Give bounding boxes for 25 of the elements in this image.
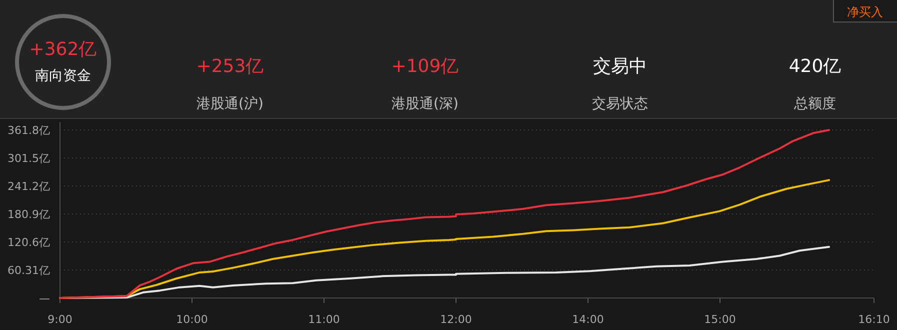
x-tick-label: 14:00 [572, 313, 604, 326]
text: 净买入 [847, 5, 883, 19]
y-tick-label: 301.5亿 [8, 152, 50, 165]
text: 港股通(沪) [196, 96, 264, 112]
text: 交易中 [593, 56, 647, 77]
x-tick-label: 11:00 [308, 313, 340, 326]
y-tick-label: — [39, 292, 50, 305]
y-tick-label: 361.8亿 [8, 124, 50, 137]
text: +109亿 [391, 56, 459, 77]
x-tick-label: 16:10 [858, 313, 890, 326]
x-tick-label: 15:00 [704, 313, 736, 326]
text: 交易状态 [592, 96, 648, 112]
text: +253亿 [196, 56, 264, 77]
x-tick-label: 9:00 [48, 313, 72, 326]
text: 港股通(深) [392, 96, 458, 112]
text: 南向资金 [35, 68, 91, 84]
y-tick-label: 60.31亿 [8, 264, 50, 277]
y-tick-label: 241.2亿 [8, 180, 50, 193]
x-tick-label: 12:00 [440, 313, 472, 326]
y-tick-label: 120.6亿 [8, 236, 50, 249]
text: +362亿 [29, 39, 97, 60]
text: 420亿 [788, 56, 842, 77]
text: 总额度 [793, 96, 836, 112]
y-tick-label: 180.9亿 [8, 208, 50, 221]
x-tick-label: 10:00 [176, 313, 208, 326]
